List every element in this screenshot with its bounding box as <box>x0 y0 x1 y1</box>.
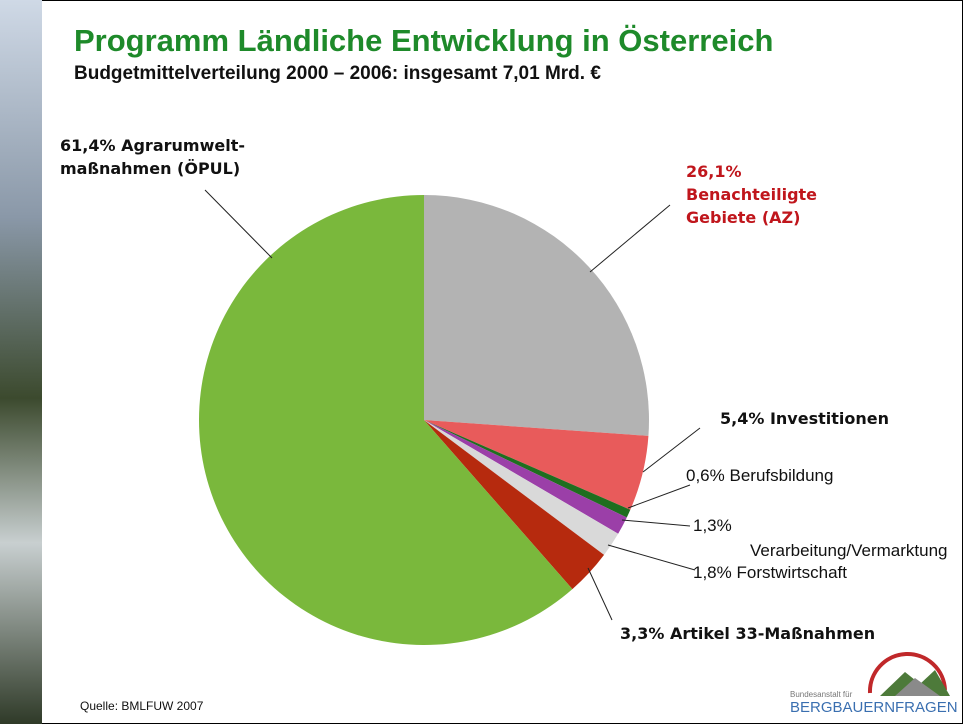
slice-label: 1,8% Forstwirtschaft <box>693 561 933 584</box>
category-label: Verarbeitung/Vermarktung <box>750 542 962 560</box>
value-label: 26,1% <box>686 160 846 183</box>
value-label: 5,4% <box>720 409 764 428</box>
slice-label: 26,1% Benachteiligte Gebiete (AZ) <box>686 160 846 229</box>
value-label: 61,4% <box>60 136 116 155</box>
slice-label: 5,4% Investitionen <box>720 407 960 430</box>
slice-label: 3,3% Artikel 33-Maßnahmen <box>620 622 940 645</box>
slice-label: 1,3% <box>693 514 753 537</box>
value-label: 1,3% <box>693 516 732 535</box>
chart <box>0 0 963 724</box>
subtitle: Budgetmittelverteilung 2000 – 2006: insg… <box>74 62 601 85</box>
category-label: Benachteiligte Gebiete (AZ) <box>686 185 817 227</box>
value-label: 0,6% <box>686 466 725 485</box>
source: Quelle: BMLFUW 2007 <box>80 695 203 718</box>
slide: Programm Ländliche Entwicklung in Österr… <box>0 0 963 724</box>
value-label: 3,3% <box>620 624 664 643</box>
slice-label: 61,4% Agrarumwelt-maßnahmen (ÖPUL) <box>60 134 320 180</box>
category-label: Berufsbildung <box>729 466 833 485</box>
logo-bottom: BERGBAUERNFRAGEN <box>790 699 958 717</box>
title: Programm Ländliche Entwicklung in Österr… <box>74 22 773 60</box>
category-label: Forstwirtschaft <box>736 563 847 582</box>
category-label: Artikel 33-Maßnahmen <box>670 624 875 643</box>
slice-label: 0,6% Berufsbildung <box>686 464 926 487</box>
category-label: Investitionen <box>770 409 889 428</box>
photo-strip <box>0 0 42 724</box>
value-label: 1,8% <box>693 563 732 582</box>
